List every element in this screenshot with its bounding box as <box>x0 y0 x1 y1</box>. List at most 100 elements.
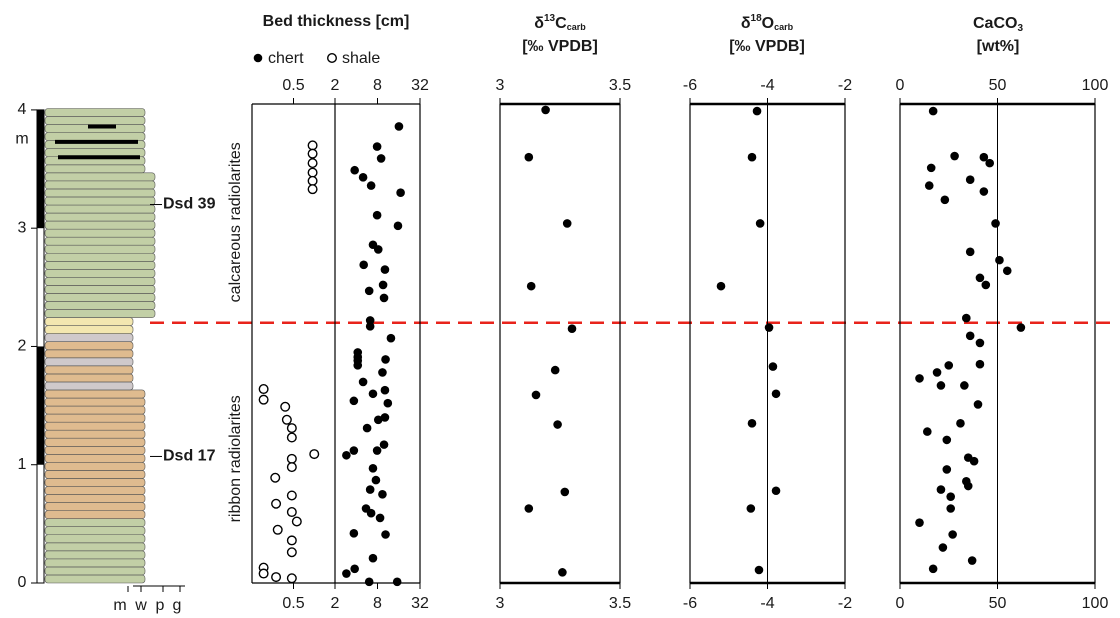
data-point <box>567 324 577 334</box>
data-point <box>754 565 764 575</box>
bed <box>44 429 146 439</box>
data-point <box>975 338 985 348</box>
data-point <box>286 453 297 464</box>
panel-subtitle: [‰ VPDB] <box>522 38 598 55</box>
bed <box>44 261 156 270</box>
texture-code: w <box>134 597 147 614</box>
data-point <box>280 401 291 412</box>
data-point <box>965 331 975 341</box>
data-point <box>286 462 297 473</box>
data-point <box>747 419 757 428</box>
data-point <box>973 400 983 409</box>
data-point <box>560 487 570 497</box>
legend-label: chert <box>268 50 304 67</box>
data-point <box>746 504 756 513</box>
data-point <box>375 513 385 523</box>
title-part: O <box>762 15 774 32</box>
bed <box>44 405 146 415</box>
title-part: carb <box>774 22 794 32</box>
sample-label: Dsd 17 <box>163 448 216 465</box>
texture-code: g <box>173 597 182 614</box>
data-point <box>286 490 297 501</box>
data-point <box>946 504 955 513</box>
data-point <box>969 456 979 466</box>
bed <box>44 236 156 246</box>
data-point <box>366 508 376 518</box>
bed <box>44 550 146 560</box>
data-point <box>372 210 382 220</box>
data-point <box>960 381 969 390</box>
data-point <box>524 152 534 162</box>
y-tick-label: 3 <box>18 219 27 236</box>
bed <box>44 454 146 463</box>
legend-marker <box>253 53 263 63</box>
data-point <box>948 530 957 539</box>
data-point <box>944 361 954 370</box>
bed <box>44 228 156 238</box>
data-point <box>307 184 318 195</box>
data-point <box>771 389 781 399</box>
data-point <box>526 281 536 291</box>
x-tick-label-bottom: -6 <box>683 595 697 612</box>
bed <box>44 518 146 528</box>
data-point <box>271 498 282 509</box>
data-point <box>376 154 386 163</box>
title-part: 18 <box>751 13 763 24</box>
data-point <box>392 577 402 587</box>
bed <box>44 558 146 568</box>
data-point <box>350 564 359 574</box>
data-point <box>981 280 991 290</box>
bed <box>44 309 156 318</box>
unit-label: calcareous radiolarites <box>227 142 244 302</box>
sample-label: Dsd 39 <box>163 196 216 213</box>
data-point <box>378 368 387 377</box>
data-point <box>358 377 368 387</box>
data-point <box>350 165 359 175</box>
bed <box>44 478 146 487</box>
data-point <box>307 148 318 159</box>
data-point <box>915 518 924 527</box>
x-tick-label-bottom: 3.5 <box>609 595 631 612</box>
data-point <box>286 423 297 434</box>
bed <box>44 244 156 254</box>
data-point <box>394 122 404 131</box>
data-point <box>365 316 375 325</box>
bed <box>44 421 146 431</box>
bed <box>44 566 146 576</box>
data-point <box>975 359 985 369</box>
data-point <box>967 556 977 565</box>
legend-label: shale <box>342 50 380 67</box>
panel-subtitle: [wt%] <box>977 38 1020 55</box>
data-point <box>558 568 567 577</box>
title-part: 3 <box>1017 23 1023 34</box>
data-point <box>286 573 297 584</box>
data-point <box>768 362 778 371</box>
bed <box>44 397 146 407</box>
data-point <box>938 543 948 552</box>
data-point <box>716 281 726 291</box>
data-point <box>936 485 946 494</box>
y-tick-label: 4 <box>18 101 27 118</box>
data-point <box>531 390 541 400</box>
data-point <box>307 158 318 169</box>
data-point <box>524 504 534 513</box>
x-tick-label-top: -2 <box>838 77 852 94</box>
data-point <box>378 280 388 290</box>
data-point <box>946 492 955 501</box>
data-point <box>362 423 372 433</box>
bed <box>44 333 134 343</box>
data-point <box>550 365 560 375</box>
bed <box>44 574 146 584</box>
title-part: 13 <box>544 13 556 24</box>
bed <box>44 357 134 367</box>
x-tick-label-top: 32 <box>411 77 429 94</box>
data-point <box>258 384 269 395</box>
data-point <box>747 152 757 162</box>
data-point <box>359 260 368 270</box>
x-tick-label-bottom: 100 <box>1082 595 1109 612</box>
data-point <box>358 173 368 182</box>
data-point <box>923 427 932 436</box>
data-point <box>915 374 924 383</box>
data-point <box>950 151 959 161</box>
bed <box>44 132 146 141</box>
